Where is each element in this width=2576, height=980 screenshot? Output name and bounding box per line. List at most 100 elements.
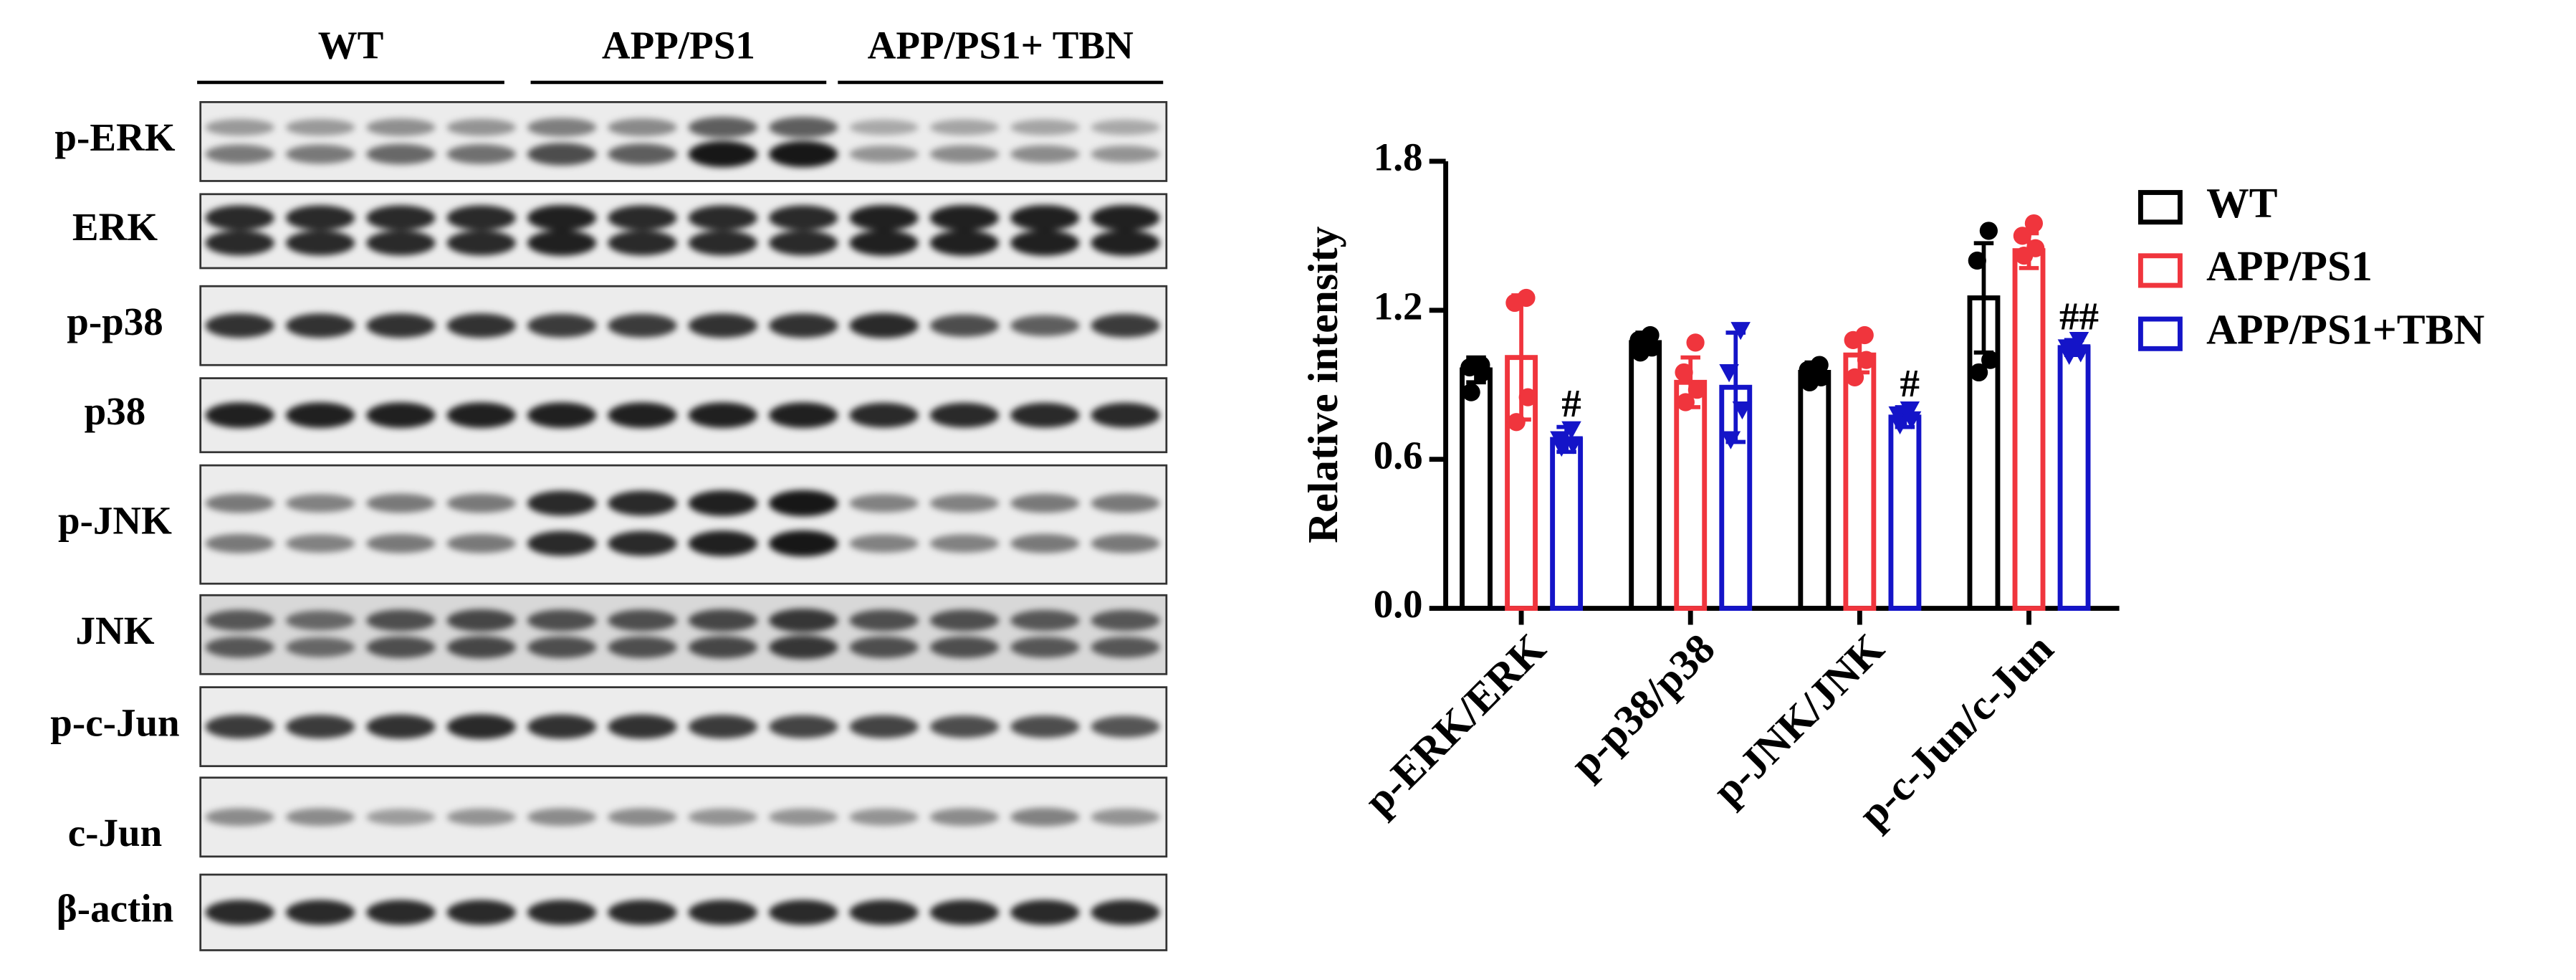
bar bbox=[1460, 367, 1493, 612]
legend-swatch bbox=[2137, 316, 2183, 351]
legend-label: WT bbox=[2206, 179, 2277, 227]
band bbox=[929, 204, 999, 231]
band bbox=[366, 809, 436, 826]
row-label: β-actin bbox=[57, 886, 173, 930]
band bbox=[527, 808, 597, 827]
band bbox=[1010, 204, 1080, 231]
band bbox=[688, 141, 757, 168]
row-label: JNK bbox=[75, 609, 154, 652]
band bbox=[285, 637, 355, 657]
legend-label: APP/PS1 bbox=[2206, 242, 2372, 290]
band bbox=[285, 144, 355, 164]
legend-swatch bbox=[2137, 190, 2183, 225]
band bbox=[366, 609, 436, 632]
band bbox=[688, 205, 757, 231]
band bbox=[1010, 402, 1080, 428]
band bbox=[446, 313, 516, 338]
band bbox=[285, 808, 355, 827]
significance-mark: # bbox=[1561, 381, 1581, 425]
band bbox=[768, 715, 838, 738]
band bbox=[205, 144, 274, 164]
band bbox=[446, 118, 516, 136]
band bbox=[446, 144, 516, 164]
row-label: p-JNK bbox=[58, 498, 172, 542]
band bbox=[1091, 715, 1160, 738]
band bbox=[527, 402, 597, 429]
band bbox=[849, 715, 919, 738]
data-point bbox=[2059, 346, 2079, 365]
band bbox=[1010, 900, 1080, 926]
band bbox=[1091, 402, 1160, 428]
band bbox=[527, 531, 597, 556]
band bbox=[849, 636, 919, 659]
band bbox=[366, 493, 436, 513]
band bbox=[688, 808, 757, 826]
band bbox=[608, 808, 677, 827]
data-point bbox=[1719, 363, 1739, 383]
band bbox=[527, 313, 597, 338]
band bbox=[1091, 313, 1160, 338]
blot-frame bbox=[199, 101, 1168, 182]
band bbox=[929, 534, 999, 553]
band bbox=[768, 205, 838, 231]
band bbox=[688, 531, 757, 556]
blot-frame bbox=[199, 193, 1168, 270]
row-label: ERK bbox=[72, 205, 158, 249]
row-label: p-ERK bbox=[54, 115, 175, 159]
band bbox=[849, 204, 919, 231]
band bbox=[527, 204, 597, 231]
band bbox=[608, 490, 677, 516]
band bbox=[1010, 493, 1080, 513]
band bbox=[768, 490, 838, 517]
band bbox=[285, 494, 355, 513]
band bbox=[1010, 230, 1080, 256]
band bbox=[688, 715, 757, 739]
band bbox=[849, 313, 919, 338]
band bbox=[849, 609, 919, 632]
band bbox=[285, 900, 355, 926]
data-point bbox=[1676, 393, 1695, 411]
band bbox=[849, 146, 919, 163]
blot-bands bbox=[205, 900, 1160, 926]
group-label: APP/PS1+ TBN bbox=[868, 24, 1134, 67]
data-point bbox=[1890, 416, 1910, 434]
band bbox=[768, 313, 838, 338]
band bbox=[1091, 146, 1160, 163]
band bbox=[849, 534, 919, 553]
data-point bbox=[2024, 214, 2044, 233]
band bbox=[527, 143, 597, 166]
blot-bands bbox=[205, 116, 1160, 168]
band bbox=[608, 714, 677, 739]
x-tick-label: p-ERK/ERK bbox=[1355, 624, 1555, 824]
data-point bbox=[1730, 322, 1751, 341]
band bbox=[527, 230, 597, 256]
band bbox=[688, 900, 757, 926]
data-point bbox=[1969, 363, 1988, 382]
x-tick-label: p-JNK/JNK bbox=[1703, 624, 1892, 814]
bar bbox=[1674, 379, 1708, 612]
band bbox=[446, 636, 516, 659]
band bbox=[527, 490, 597, 516]
band bbox=[205, 900, 274, 926]
band bbox=[929, 402, 999, 428]
band bbox=[929, 900, 999, 926]
band bbox=[1010, 315, 1080, 336]
band bbox=[849, 900, 919, 926]
group-label: APP/PS1 bbox=[602, 24, 755, 67]
row-label: p-p38 bbox=[67, 300, 163, 343]
band bbox=[285, 534, 355, 553]
group-label: WT bbox=[318, 24, 384, 67]
band bbox=[205, 313, 274, 338]
legend-label: APP/PS1+TBN bbox=[2206, 305, 2484, 353]
data-point bbox=[1687, 381, 1706, 399]
y-tick-label: 0.0 bbox=[1374, 582, 1423, 626]
band bbox=[446, 900, 516, 926]
band bbox=[1010, 533, 1080, 553]
band bbox=[768, 116, 838, 138]
band bbox=[608, 531, 677, 556]
band bbox=[205, 118, 274, 136]
band bbox=[768, 230, 838, 256]
y-tick-label: 1.2 bbox=[1374, 284, 1423, 328]
band bbox=[446, 205, 516, 231]
